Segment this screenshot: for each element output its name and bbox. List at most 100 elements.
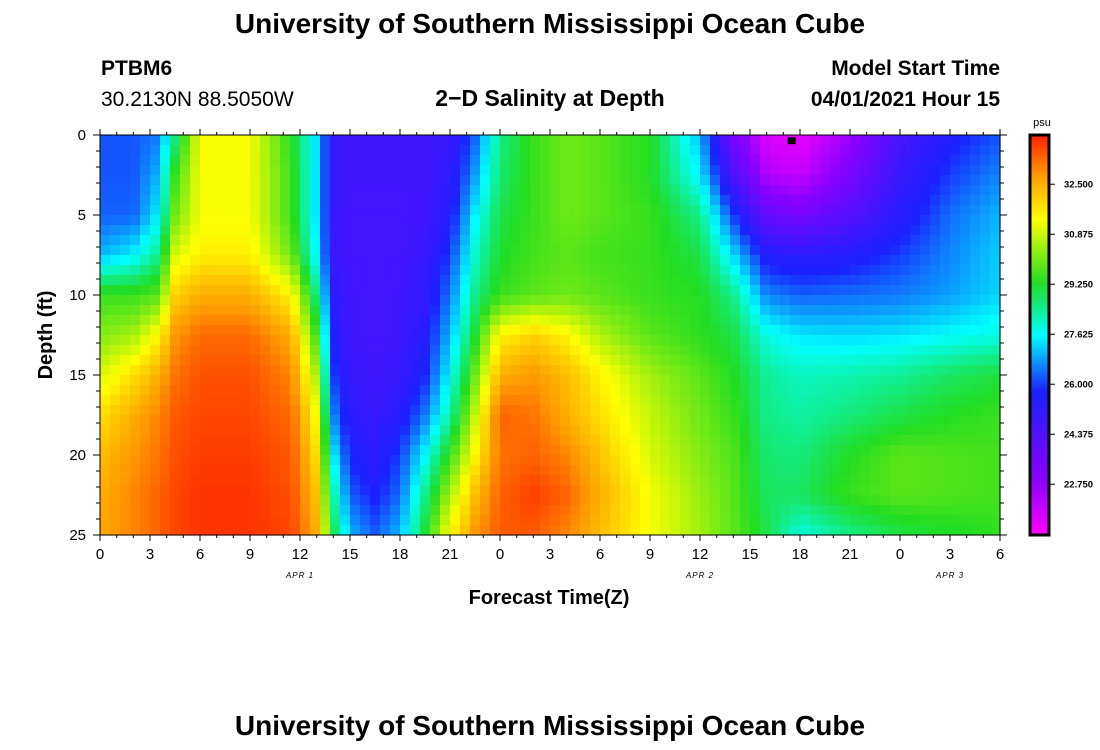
heat-cell xyxy=(290,225,301,236)
heat-cell xyxy=(760,265,771,276)
heat-cell xyxy=(740,495,751,506)
heat-cell xyxy=(720,525,731,536)
heat-cell xyxy=(190,345,201,356)
heat-cell xyxy=(980,345,991,356)
heat-cell xyxy=(520,325,531,336)
heat-cell xyxy=(730,435,741,446)
heat-cell xyxy=(200,525,211,536)
heat-cell xyxy=(470,505,481,516)
heat-cell xyxy=(390,455,401,466)
heat-cell xyxy=(640,485,651,496)
heat-cell xyxy=(400,485,411,496)
heat-cell xyxy=(370,335,381,346)
heat-cell xyxy=(960,245,971,256)
heat-cell xyxy=(100,355,111,366)
heat-cell xyxy=(530,235,541,246)
heat-cell xyxy=(200,365,211,376)
heat-cell xyxy=(970,525,981,536)
heat-cell xyxy=(300,185,311,196)
heat-cell xyxy=(210,175,221,186)
heat-cell xyxy=(560,435,571,446)
heat-cell xyxy=(890,385,901,396)
heat-cell xyxy=(370,485,381,496)
heat-cell xyxy=(650,345,661,356)
heat-cell xyxy=(400,495,411,506)
heat-cell xyxy=(560,395,571,406)
heat-cell xyxy=(670,135,681,146)
heat-cell xyxy=(650,165,661,176)
heat-cell xyxy=(910,175,921,186)
heat-cell xyxy=(310,335,321,346)
heat-cell xyxy=(740,215,751,226)
heat-cell xyxy=(110,285,121,296)
heat-cell xyxy=(680,285,691,296)
heat-cell xyxy=(840,475,851,486)
heat-cell xyxy=(450,235,461,246)
heat-cell xyxy=(490,495,501,506)
heat-cell xyxy=(840,235,851,246)
heat-cell xyxy=(700,185,711,196)
heat-cell xyxy=(310,445,321,456)
heat-cell xyxy=(510,215,521,226)
heat-cell xyxy=(540,405,551,416)
heat-cell xyxy=(930,165,941,176)
heat-cell xyxy=(990,485,1001,496)
heat-cell xyxy=(710,495,721,506)
heat-cell xyxy=(150,225,161,236)
heat-cell xyxy=(930,295,941,306)
heat-cell xyxy=(680,335,691,346)
heat-cell xyxy=(860,425,871,436)
heat-cell xyxy=(660,315,671,326)
heat-cell xyxy=(340,235,351,246)
heat-cell xyxy=(370,295,381,306)
heat-cell xyxy=(800,425,811,436)
heat-cell xyxy=(570,235,581,246)
heat-cell xyxy=(620,305,631,316)
heat-cell xyxy=(760,145,771,156)
heat-cell xyxy=(470,365,481,376)
heat-cell xyxy=(240,505,251,516)
heat-cell xyxy=(470,145,481,156)
heat-cell xyxy=(910,515,921,526)
heat-cell xyxy=(660,475,671,486)
heat-cell xyxy=(450,245,461,256)
heat-cell xyxy=(420,195,431,206)
heat-cell xyxy=(120,425,131,436)
heat-cell xyxy=(100,155,111,166)
heat-cell xyxy=(660,265,671,276)
heat-cell xyxy=(810,505,821,516)
heat-cell xyxy=(970,445,981,456)
heat-cell xyxy=(660,385,671,396)
heat-cell xyxy=(680,425,691,436)
heat-cell xyxy=(910,195,921,206)
heat-cell xyxy=(550,315,561,326)
heat-cell xyxy=(120,515,131,526)
heat-cell xyxy=(920,195,931,206)
heat-cell xyxy=(680,235,691,246)
heat-cell xyxy=(800,135,811,146)
heat-cell xyxy=(890,525,901,536)
heat-cell xyxy=(550,155,561,166)
heat-cell xyxy=(690,385,701,396)
heat-cell xyxy=(670,165,681,176)
heat-cell xyxy=(210,155,221,166)
heat-cell xyxy=(820,145,831,156)
heat-cell xyxy=(980,305,991,316)
heat-cell xyxy=(850,365,861,376)
heat-cell xyxy=(590,205,601,216)
heat-cell xyxy=(830,195,841,206)
heat-cell xyxy=(490,345,501,356)
heat-cell xyxy=(690,295,701,306)
heat-cell xyxy=(260,315,271,326)
heat-cell xyxy=(420,315,431,326)
heat-cell xyxy=(320,495,331,506)
heat-cell xyxy=(460,355,471,366)
heat-cell xyxy=(380,375,391,386)
heat-cell xyxy=(960,265,971,276)
heat-cell xyxy=(170,285,181,296)
heat-cell xyxy=(620,195,631,206)
heat-cell xyxy=(790,495,801,506)
heat-cell xyxy=(520,175,531,186)
heat-cell xyxy=(180,265,191,276)
